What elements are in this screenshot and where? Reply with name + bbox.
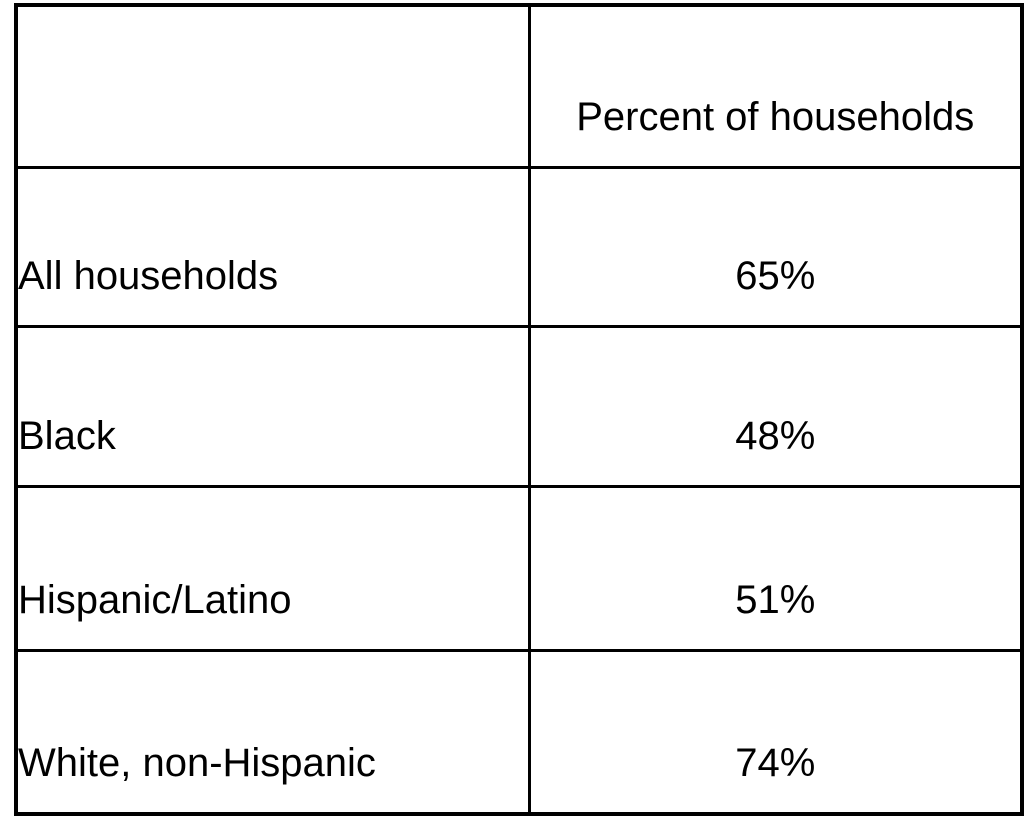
table-row-white-non-hispanic: White, non-Hispanic 74% bbox=[14, 648, 1024, 816]
row-label: Hispanic/Latino bbox=[14, 484, 531, 652]
column-header-blank bbox=[14, 3, 531, 169]
row-value: 51% bbox=[527, 484, 1024, 652]
row-value: 74% bbox=[527, 648, 1024, 816]
row-label: Black bbox=[14, 324, 531, 488]
header-row: Percent of households bbox=[14, 3, 1024, 169]
table-row-all-households: All households 65% bbox=[14, 165, 1024, 328]
row-value: 65% bbox=[527, 165, 1024, 328]
households-table: Percent of households All households 65%… bbox=[14, 3, 1024, 816]
row-label: All households bbox=[14, 165, 531, 328]
table-row-black: Black 48% bbox=[14, 324, 1024, 488]
row-label: White, non-Hispanic bbox=[14, 648, 531, 816]
table-row-hispanic-latino: Hispanic/Latino 51% bbox=[14, 484, 1024, 652]
row-value: 48% bbox=[527, 324, 1024, 488]
column-header-percent-of-households: Percent of households bbox=[527, 3, 1024, 169]
